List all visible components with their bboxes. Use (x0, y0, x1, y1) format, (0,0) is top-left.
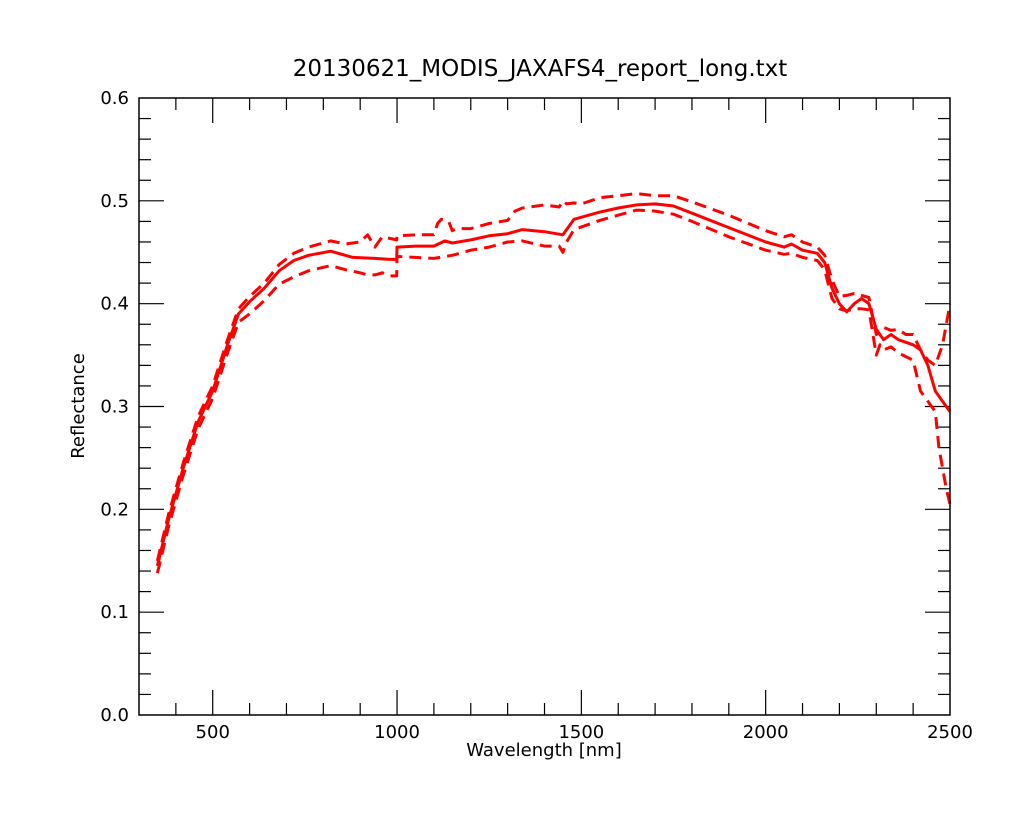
tick-marks (139, 98, 950, 715)
x-tick-labels: 500 1000 1500 2000 2500 (196, 722, 973, 743)
series-layer (155, 192, 952, 574)
y-axis-label: Reflectance (68, 353, 89, 459)
y-tick-label: 0.4 (100, 294, 129, 315)
y-tick-label: 0.2 (100, 499, 129, 520)
dashed-bound-line-2 (155, 208, 952, 574)
y-tick-label: 0.5 (100, 191, 129, 212)
x-tick-label: 1500 (558, 722, 604, 743)
y-tick-label: 0.6 (100, 88, 129, 109)
x-tick-label: 1000 (374, 722, 420, 743)
y-tick-label: 0.0 (100, 705, 129, 726)
y-tick-label: 0.1 (100, 602, 129, 623)
x-tick-label: 2000 (743, 722, 789, 743)
plot-frame (138, 97, 951, 716)
x-tick-label: 500 (196, 722, 230, 743)
x-axis-label: Wavelength [nm] (466, 740, 622, 761)
dashed-bound-line-1 (155, 192, 952, 562)
chart-title: 20130621_MODIS_JAXAFS4_report_long.txt (293, 56, 788, 82)
y-tick-label: 0.3 (100, 397, 129, 418)
reflectance-mean-line (155, 202, 952, 567)
x-tick-label: 2500 (927, 722, 973, 743)
y-tick-labels: 0.0 0.1 0.2 0.3 0.4 0.5 0.6 (100, 88, 129, 726)
